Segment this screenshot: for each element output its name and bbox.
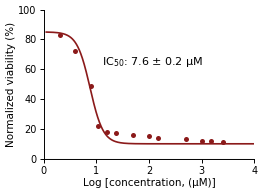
- Point: [131, 133, 135, 136]
- Point: [57, 33, 62, 36]
- Y-axis label: Normalized viability (%): Normalized viability (%): [6, 22, 16, 147]
- Point: [89, 84, 93, 87]
- Text: IC$_{50}$: 7.6 ± 0.2 μM: IC$_{50}$: 7.6 ± 0.2 μM: [102, 55, 203, 69]
- Point: [73, 50, 78, 53]
- Point: [184, 138, 188, 141]
- X-axis label: Log [concentration, (μM)]: Log [concentration, (μM)]: [83, 178, 215, 188]
- Point: [156, 136, 160, 139]
- Point: [200, 139, 204, 142]
- Point: [114, 132, 118, 135]
- Point: [147, 135, 151, 138]
- Point: [97, 124, 101, 127]
- Point: [105, 130, 109, 133]
- Point: [221, 141, 225, 144]
- Point: [209, 139, 213, 142]
